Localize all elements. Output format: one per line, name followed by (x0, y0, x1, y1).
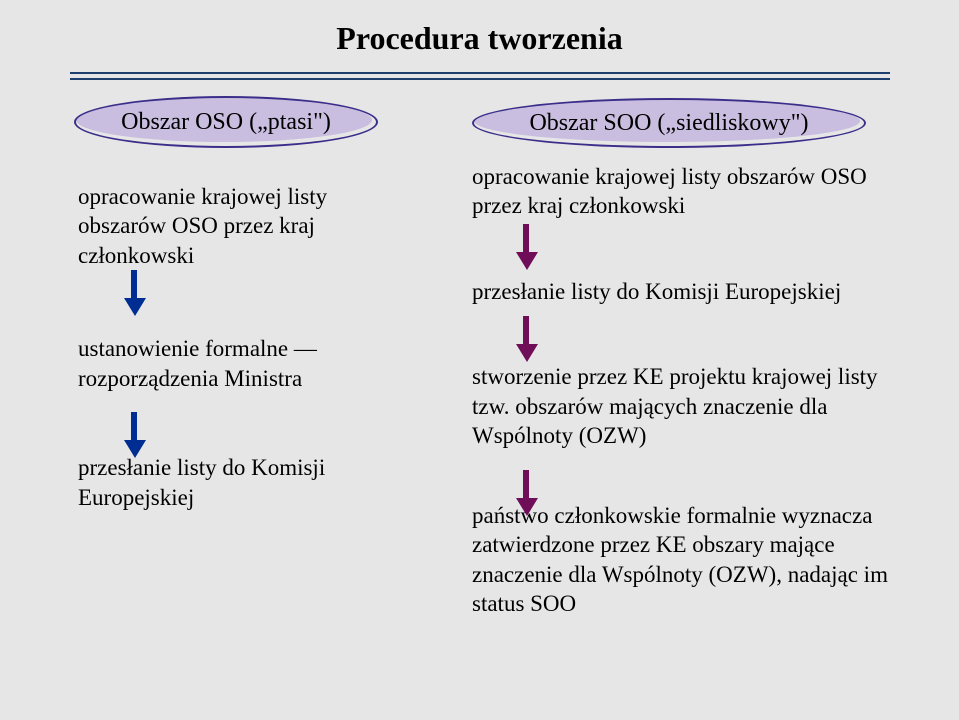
left-block-2: przesłanie listy do Komisji Europejskiej (78, 453, 418, 512)
right-block-2: stworzenie przez KE projektu krajowej li… (472, 362, 902, 450)
ellipse-right-label: Obszar SOO („siedliskowy") (529, 110, 808, 137)
ellipse-left: Obszar OSO („ptasi") (74, 96, 378, 148)
left-block-1: ustanowienie formalne — rozporządzenia M… (78, 334, 418, 393)
divider-rule-bottom (70, 78, 890, 80)
right-block-0: opracowanie krajowej listy obszarów OSO … (472, 162, 902, 221)
divider-rule-top (70, 72, 890, 74)
arrow-right-2 (516, 316, 538, 362)
arrow-right-1 (516, 224, 538, 270)
arrow-left-1 (124, 270, 146, 316)
left-column: opracowanie krajowej listy obszarów OSO … (78, 182, 418, 512)
slide-title: Procedura tworzenia (0, 20, 959, 57)
ellipse-right: Obszar SOO („siedliskowy") (472, 98, 866, 148)
right-block-1: przesłanie listy do Komisji Europejskiej (472, 277, 902, 306)
right-block-3: państwo członkowskie formalnie wyznacza … (472, 501, 902, 619)
arrow-right-3 (516, 470, 538, 516)
ellipse-left-label: Obszar OSO („ptasi") (121, 109, 331, 136)
slide: Procedura tworzenia Obszar OSO („ptasi")… (0, 0, 959, 720)
arrow-left-2 (124, 412, 146, 458)
left-block-0: opracowanie krajowej listy obszarów OSO … (78, 182, 418, 270)
